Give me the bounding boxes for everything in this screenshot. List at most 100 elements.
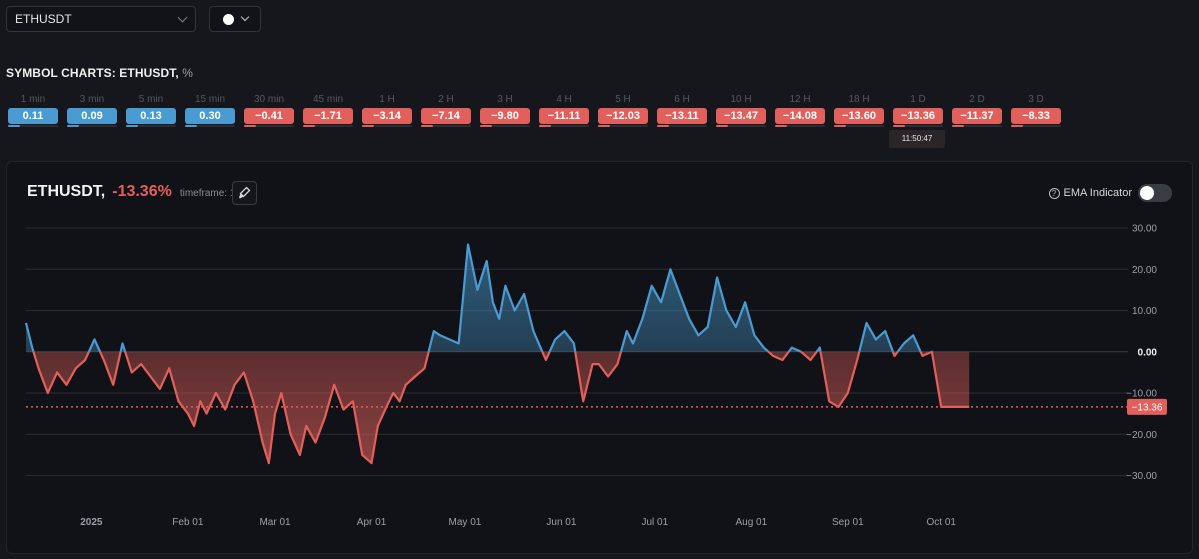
chart-symbol: ETHUSDT, <box>27 183 106 200</box>
x-tick-label: Mar 01 <box>259 517 291 528</box>
color-dot-icon <box>223 14 234 25</box>
timeframe-item[interactable]: 5 min 0.13 <box>126 94 176 127</box>
y-tick-label: 10.00 <box>1132 306 1157 317</box>
series-line-positive <box>24 243 934 352</box>
x-tick-label: Jul 01 <box>641 517 668 528</box>
timeframe-indicator-bar <box>893 125 943 127</box>
timeframe-change-badge: 0.13 <box>126 108 176 124</box>
timeframe-indicator-bar <box>185 125 235 127</box>
timeframe-change-badge: −9.80 <box>480 108 530 124</box>
timeframe-change-badge: −1.71 <box>303 108 353 124</box>
timeframe-indicator-bar <box>834 125 884 127</box>
timeframe-change-badge: −13.60 <box>834 108 884 124</box>
timeframe-label: 5 min <box>138 94 164 105</box>
timeframe-change-badge: −12.03 <box>598 108 648 124</box>
timeframe-indicator-bar <box>952 125 1002 127</box>
timeframe-indicator-bar <box>67 125 117 127</box>
timeframe-indicator-bar <box>657 125 707 127</box>
edit-button[interactable] <box>232 181 257 205</box>
ema-toggle[interactable] <box>1138 184 1172 202</box>
timeframe-label: 1 min <box>20 94 46 105</box>
timeframe-item[interactable]: 1 H −3.14 <box>362 94 412 127</box>
timeframe-indicator-bar <box>775 125 825 127</box>
timeframe-indicator-bar <box>303 125 353 127</box>
timeframe-indicator-bar <box>539 125 589 127</box>
timeframe-label: 2 D <box>969 94 985 105</box>
series-line-negative <box>32 351 970 465</box>
symbol-select[interactable]: ETHUSDT <box>6 6 196 32</box>
x-tick-label: Apr 01 <box>357 517 387 528</box>
timeframe-label: 15 min <box>194 94 225 105</box>
timeframe-label: 1 D <box>910 94 926 105</box>
timeframe-indicator-bar <box>480 125 530 127</box>
timeframe-change-badge: −11.11 <box>539 108 589 124</box>
timeframe-change-badge: −14.08 <box>775 108 825 124</box>
x-tick-label: Aug 01 <box>735 517 767 528</box>
section-title-text: SYMBOL CHARTS: ETHUSDT, <box>6 66 179 80</box>
timeframe-label: 10 H <box>730 94 752 105</box>
timeframe-indicator-bar <box>126 125 176 127</box>
toggle-knob <box>1140 186 1154 200</box>
timeframe-label: 6 H <box>674 94 690 105</box>
timeframe-indicator-bar <box>598 125 648 127</box>
y-tick-label: −30.00 <box>1126 471 1157 482</box>
timeframe-label: 3 min <box>79 94 105 105</box>
timeframe-item[interactable]: 15 min 0.30 <box>185 94 235 127</box>
timeframe-change-badge: −13.36 <box>893 108 943 124</box>
timeframe-item[interactable]: 3 H −9.80 <box>480 94 530 127</box>
timeframe-label: 5 H <box>615 94 631 105</box>
timeframe-label: 3 D <box>1028 94 1044 105</box>
timeframe-item[interactable]: 1 min 0.11 <box>8 94 58 127</box>
current-value-label: −13.36 <box>1132 402 1163 413</box>
timeframe-label: 3 H <box>497 94 513 105</box>
timeframe-indicator-bar <box>362 125 412 127</box>
timeframe-indicator-bar <box>421 125 471 127</box>
timeframe-change-badge: −0.41 <box>244 108 294 124</box>
y-tick-label: −10.00 <box>1126 389 1157 400</box>
chart-header: ETHUSDT, -13.36% timeframe: 1 D <box>27 183 245 201</box>
timeframe-item[interactable]: 5 H −12.03 <box>598 94 648 127</box>
timeframe-change-badge: 0.11 <box>8 108 58 124</box>
x-tick-label: May 01 <box>449 517 482 528</box>
y-tick-label: 30.00 <box>1132 224 1157 235</box>
timeframe-change-badge: 0.09 <box>67 108 117 124</box>
negative-area <box>26 351 970 464</box>
timeframe-label: 45 min <box>312 94 343 105</box>
brush-icon <box>239 186 251 199</box>
y-tick-label: −20.00 <box>1126 430 1157 441</box>
timeframe-item[interactable]: 3 D −8.33 <box>1011 94 1061 127</box>
timeframe-change-badge: −8.33 <box>1011 108 1061 124</box>
x-tick-label: Sep 01 <box>832 517 864 528</box>
timeframe-indicator-bar <box>244 125 294 127</box>
timeframe-item[interactable]: 12 H −14.08 <box>775 94 825 127</box>
timeframe-item[interactable]: 30 min −0.41 <box>244 94 294 127</box>
timeframe-item[interactable]: 4 H −11.11 <box>539 94 589 127</box>
ema-control: ? EMA Indicator <box>1048 184 1172 202</box>
timeframe-item[interactable]: 2 D −11.37 <box>952 94 1002 127</box>
timeframe-change-badge: −13.11 <box>657 108 707 124</box>
timeframe-item[interactable]: 2 H −7.14 <box>421 94 471 127</box>
x-tick-label: 2025 <box>80 517 103 528</box>
timeframe-item[interactable]: 18 H −13.60 <box>834 94 884 127</box>
timeframe-item[interactable]: 10 H −13.47 <box>716 94 766 127</box>
timeframe-item[interactable]: 1 D −13.36 <box>893 94 943 127</box>
y-tick-label: 0.00 <box>1138 347 1158 358</box>
section-title-unit: % <box>182 66 193 80</box>
x-tick-label: Jun 01 <box>546 517 576 528</box>
current-value-badge <box>1127 398 1167 415</box>
y-tick-label: 20.00 <box>1132 265 1157 276</box>
timeframe-item[interactable]: 45 min −1.71 <box>303 94 353 127</box>
timeframe-label: 4 H <box>556 94 572 105</box>
color-picker-select[interactable] <box>209 6 261 32</box>
timeframe-change-badge: −13.47 <box>716 108 766 124</box>
x-tick-label: Oct 01 <box>926 517 956 528</box>
timeframe-label: 30 min <box>253 94 284 105</box>
timeframe-item[interactable]: 3 min 0.09 <box>67 94 117 127</box>
timeframe-indicator-bar <box>716 125 766 127</box>
timeframe-change-badge: −3.14 <box>362 108 412 124</box>
symbol-select-value: ETHUSDT <box>15 12 72 26</box>
timeframe-item[interactable]: 6 H −13.11 <box>657 94 707 127</box>
section-title: SYMBOL CHARTS: ETHUSDT, % <box>6 66 193 80</box>
question-circle-icon[interactable]: ? <box>1048 187 1060 199</box>
